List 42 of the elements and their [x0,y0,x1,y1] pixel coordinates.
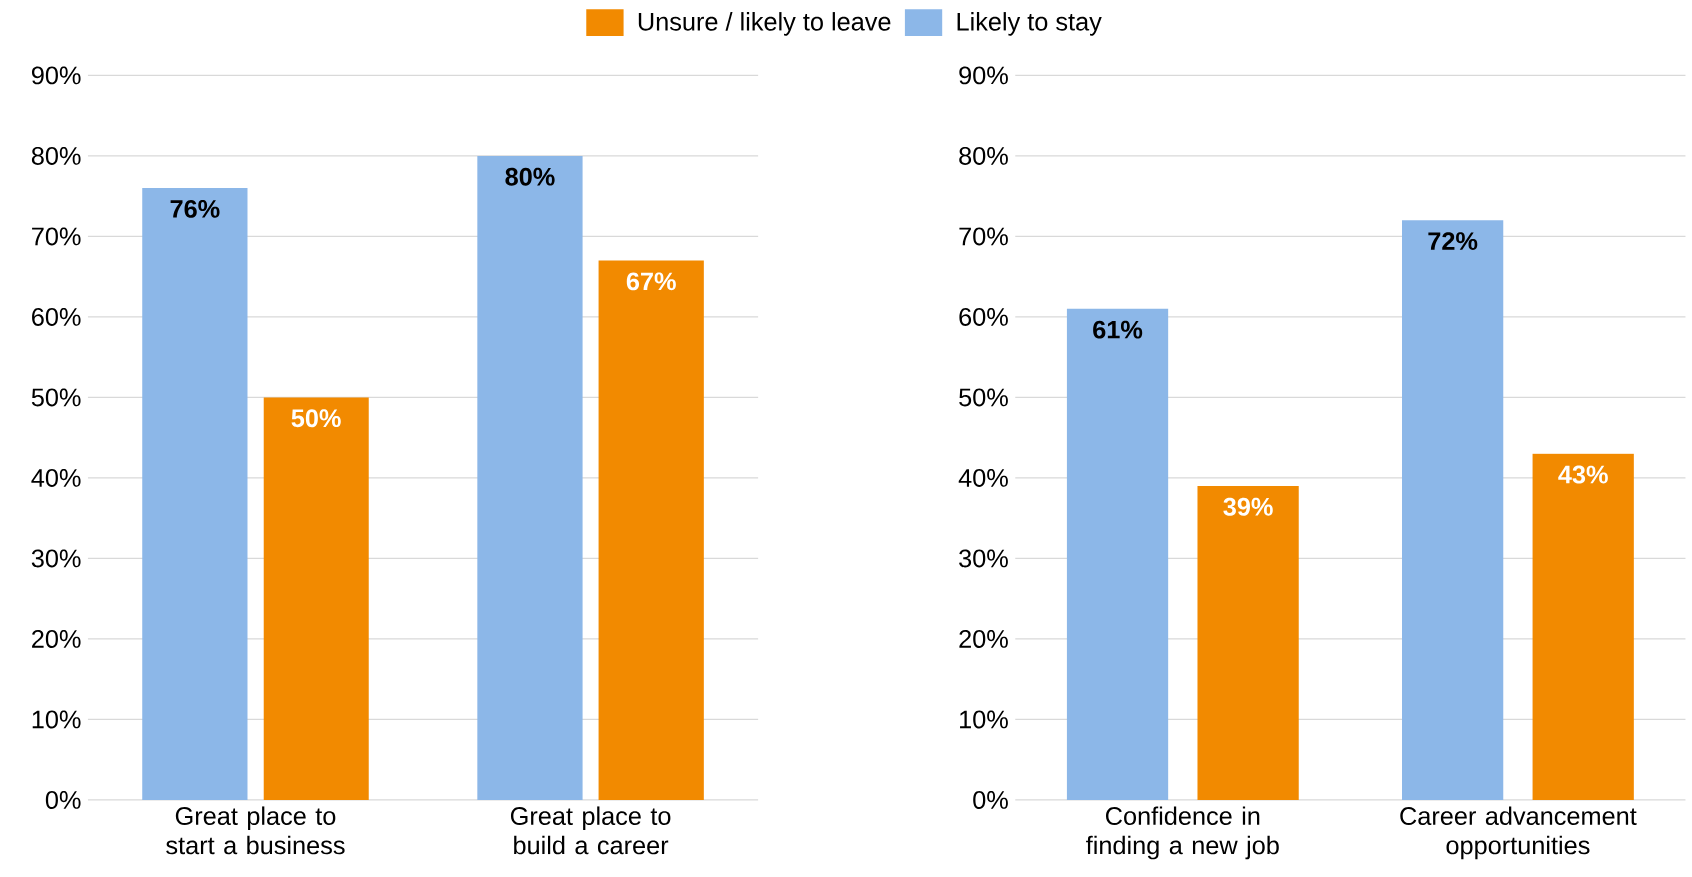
y-tick-label: 10% [960,710,1008,729]
y-tick-label: 40% [958,468,1008,487]
y-tick-label: 10% [32,710,81,729]
data-label: 72% [1428,231,1478,250]
data-label: 39% [1223,497,1273,516]
data-label: 80% [505,167,555,186]
x-tick-label: Career advancement opportunities [1400,806,1637,860]
y-tick-label: 90% [31,66,81,85]
bar [1532,453,1634,800]
y-tick-label: 30% [31,549,81,568]
legend-label: Unsure / likely to leave [638,11,891,36]
y-tick-label: 0% [45,790,81,809]
data-label: 67% [626,272,676,291]
y-tick-label: 60% [959,307,1008,326]
data-label: 50% [291,409,341,427]
y-tick-label: 70% [32,227,81,246]
data-label: 43% [1558,465,1608,484]
y-tick-label: 70% [959,227,1008,246]
bar [1197,485,1299,800]
bar [1402,220,1504,800]
y-tick-label: 80% [31,146,81,165]
bar [598,260,704,800]
y-tick-label: 60% [32,307,81,326]
x-tick-label: Confidence in finding a new job [1086,806,1279,860]
y-tick-label: 20% [32,629,81,648]
legend-label: Likely to stay [957,11,1102,36]
y-tick-label: 0% [973,790,1008,809]
y-tick-label: 50% [959,388,1008,407]
bar [263,397,369,800]
data-label: 76% [170,199,220,218]
y-tick-label: 80% [959,146,1008,165]
y-tick-label: 30% [959,549,1008,568]
bar [1066,308,1169,800]
y-tick-label: 20% [959,629,1008,648]
x-tick-label: Great place to start a business [166,806,345,855]
data-label: 61% [1093,320,1143,339]
y-tick-label: 50% [31,388,81,407]
bar [477,155,583,800]
y-tick-label: 40% [31,468,81,487]
bar [142,187,248,800]
x-tick-label: Great place to build a career [510,806,671,855]
y-tick-label: 90% [959,66,1008,85]
